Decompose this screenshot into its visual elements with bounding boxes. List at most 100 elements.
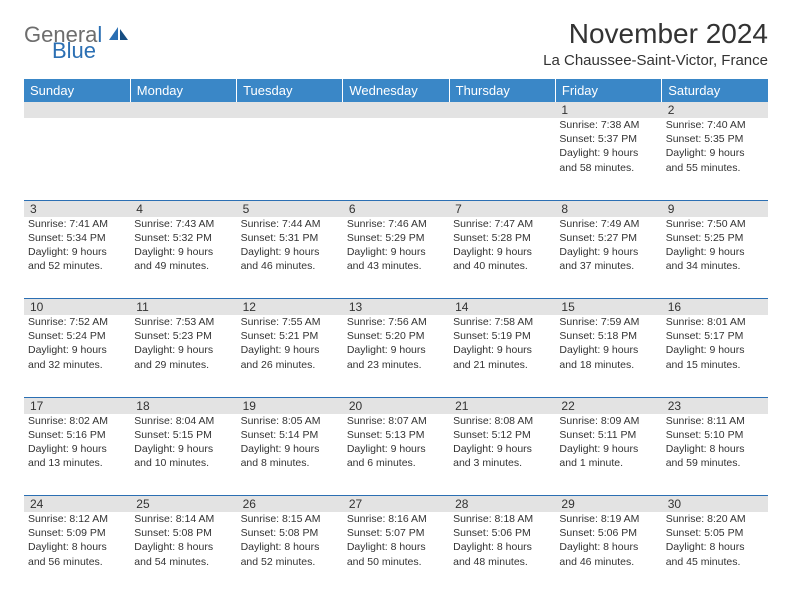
sunset-text: Sunset: 5:25 PM	[666, 231, 764, 245]
day-cell: Sunrise: 8:04 AMSunset: 5:15 PMDaylight:…	[130, 414, 236, 496]
sunset-text: Sunset: 5:14 PM	[241, 428, 339, 442]
daylight-text: Daylight: 9 hours and 52 minutes.	[28, 245, 126, 273]
weekday-header: Thursday	[449, 79, 555, 102]
daynum-row: 12	[24, 102, 768, 118]
sunrise-text: Sunrise: 7:47 AM	[453, 217, 551, 231]
day-number: 20	[343, 397, 449, 414]
daylight-text: Daylight: 8 hours and 48 minutes.	[453, 540, 551, 568]
day-cell: Sunrise: 7:56 AMSunset: 5:20 PMDaylight:…	[343, 315, 449, 397]
sunset-text: Sunset: 5:19 PM	[453, 329, 551, 343]
sunset-text: Sunset: 5:27 PM	[559, 231, 657, 245]
week-row: Sunrise: 8:02 AMSunset: 5:16 PMDaylight:…	[24, 414, 768, 496]
sunrise-text: Sunrise: 8:01 AM	[666, 315, 764, 329]
day-cell: Sunrise: 7:44 AMSunset: 5:31 PMDaylight:…	[237, 217, 343, 299]
daylight-text: Daylight: 9 hours and 1 minute.	[559, 442, 657, 470]
sunset-text: Sunset: 5:32 PM	[134, 231, 232, 245]
sunset-text: Sunset: 5:17 PM	[666, 329, 764, 343]
calendar-table: SundayMondayTuesdayWednesdayThursdayFrid…	[24, 79, 768, 594]
day-cell: Sunrise: 7:52 AMSunset: 5:24 PMDaylight:…	[24, 315, 130, 397]
daylight-text: Daylight: 8 hours and 54 minutes.	[134, 540, 232, 568]
day-number: 2	[662, 102, 768, 118]
sunset-text: Sunset: 5:24 PM	[28, 329, 126, 343]
sunset-text: Sunset: 5:08 PM	[134, 526, 232, 540]
weekday-row: SundayMondayTuesdayWednesdayThursdayFrid…	[24, 79, 768, 102]
sunset-text: Sunset: 5:29 PM	[347, 231, 445, 245]
sunrise-text: Sunrise: 7:46 AM	[347, 217, 445, 231]
sunrise-text: Sunrise: 7:40 AM	[666, 118, 764, 132]
logo: General Blue	[24, 18, 129, 62]
day-number: 16	[662, 299, 768, 316]
weekday-header: Sunday	[24, 79, 130, 102]
sunset-text: Sunset: 5:20 PM	[347, 329, 445, 343]
day-number	[237, 102, 343, 118]
day-cell: Sunrise: 7:40 AMSunset: 5:35 PMDaylight:…	[662, 118, 768, 200]
day-cell: Sunrise: 8:02 AMSunset: 5:16 PMDaylight:…	[24, 414, 130, 496]
sunset-text: Sunset: 5:28 PM	[453, 231, 551, 245]
logo-text-wrap: General Blue	[24, 24, 129, 62]
day-cell: Sunrise: 8:07 AMSunset: 5:13 PMDaylight:…	[343, 414, 449, 496]
day-number: 5	[237, 200, 343, 217]
logo-part2: Blue	[52, 40, 129, 62]
daylight-text: Daylight: 9 hours and 18 minutes.	[559, 343, 657, 371]
sunrise-text: Sunrise: 8:08 AM	[453, 414, 551, 428]
sunset-text: Sunset: 5:35 PM	[666, 132, 764, 146]
daylight-text: Daylight: 9 hours and 49 minutes.	[134, 245, 232, 273]
sunset-text: Sunset: 5:11 PM	[559, 428, 657, 442]
daylight-text: Daylight: 9 hours and 32 minutes.	[28, 343, 126, 371]
sunrise-text: Sunrise: 7:53 AM	[134, 315, 232, 329]
sunrise-text: Sunrise: 8:04 AM	[134, 414, 232, 428]
daylight-text: Daylight: 9 hours and 43 minutes.	[347, 245, 445, 273]
sunrise-text: Sunrise: 7:38 AM	[559, 118, 657, 132]
weekday-header: Saturday	[662, 79, 768, 102]
sunset-text: Sunset: 5:10 PM	[666, 428, 764, 442]
daylight-text: Daylight: 8 hours and 52 minutes.	[241, 540, 339, 568]
day-number: 9	[662, 200, 768, 217]
weekday-header: Monday	[130, 79, 236, 102]
daylight-text: Daylight: 9 hours and 26 minutes.	[241, 343, 339, 371]
day-number: 24	[24, 496, 130, 513]
day-cell: Sunrise: 8:11 AMSunset: 5:10 PMDaylight:…	[662, 414, 768, 496]
day-cell: Sunrise: 8:05 AMSunset: 5:14 PMDaylight:…	[237, 414, 343, 496]
sunset-text: Sunset: 5:09 PM	[28, 526, 126, 540]
day-cell: Sunrise: 7:43 AMSunset: 5:32 PMDaylight:…	[130, 217, 236, 299]
sunset-text: Sunset: 5:15 PM	[134, 428, 232, 442]
day-cell	[343, 118, 449, 200]
sunrise-text: Sunrise: 7:43 AM	[134, 217, 232, 231]
daylight-text: Daylight: 9 hours and 15 minutes.	[666, 343, 764, 371]
sunrise-text: Sunrise: 8:07 AM	[347, 414, 445, 428]
sunset-text: Sunset: 5:31 PM	[241, 231, 339, 245]
sunrise-text: Sunrise: 7:59 AM	[559, 315, 657, 329]
week-row: Sunrise: 8:12 AMSunset: 5:09 PM Daylight:…	[24, 512, 768, 594]
week-row: Sunrise: 7:52 AMSunset: 5:24 PMDaylight:…	[24, 315, 768, 397]
sunset-text: Sunset: 5:05 PM	[666, 526, 764, 540]
day-number: 7	[449, 200, 555, 217]
day-cell: Sunrise: 7:59 AMSunset: 5:18 PMDaylight:…	[555, 315, 661, 397]
daylight-text: Daylight: 9 hours and 29 minutes.	[134, 343, 232, 371]
day-cell: Sunrise: 8:08 AMSunset: 5:12 PMDaylight:…	[449, 414, 555, 496]
sunset-text: Sunset: 5:37 PM	[559, 132, 657, 146]
daylight-text: Daylight: 9 hours and 10 minutes.	[134, 442, 232, 470]
sunrise-text: Sunrise: 7:41 AM	[28, 217, 126, 231]
day-number: 1	[555, 102, 661, 118]
weekday-header: Friday	[555, 79, 661, 102]
sunrise-text: Sunrise: 7:44 AM	[241, 217, 339, 231]
day-number: 18	[130, 397, 236, 414]
sunrise-text: Sunrise: 8:12 AM	[28, 512, 126, 526]
weekday-header: Wednesday	[343, 79, 449, 102]
day-number	[24, 102, 130, 118]
day-cell	[24, 118, 130, 200]
daylight-text: Daylight: 9 hours and 58 minutes.	[559, 146, 657, 174]
day-number: 14	[449, 299, 555, 316]
week-row: Sunrise: 7:41 AMSunset: 5:34 PMDaylight:…	[24, 217, 768, 299]
sunrise-text: Sunrise: 8:20 AM	[666, 512, 764, 526]
sunset-text: Sunset: 5:34 PM	[28, 231, 126, 245]
daylight-text: Daylight: 9 hours and 23 minutes.	[347, 343, 445, 371]
day-number: 13	[343, 299, 449, 316]
daylight-text: Daylight: 9 hours and 40 minutes.	[453, 245, 551, 273]
sunrise-text: Sunrise: 7:52 AM	[28, 315, 126, 329]
day-number	[343, 102, 449, 118]
daylight-text: Daylight: 8 hours and 50 minutes.	[347, 540, 445, 568]
day-number: 15	[555, 299, 661, 316]
calendar-body: 12Sunrise: 7:38 AMSunset: 5:37 PMDayligh…	[24, 102, 768, 594]
day-cell: Sunrise: 7:46 AMSunset: 5:29 PMDaylight:…	[343, 217, 449, 299]
